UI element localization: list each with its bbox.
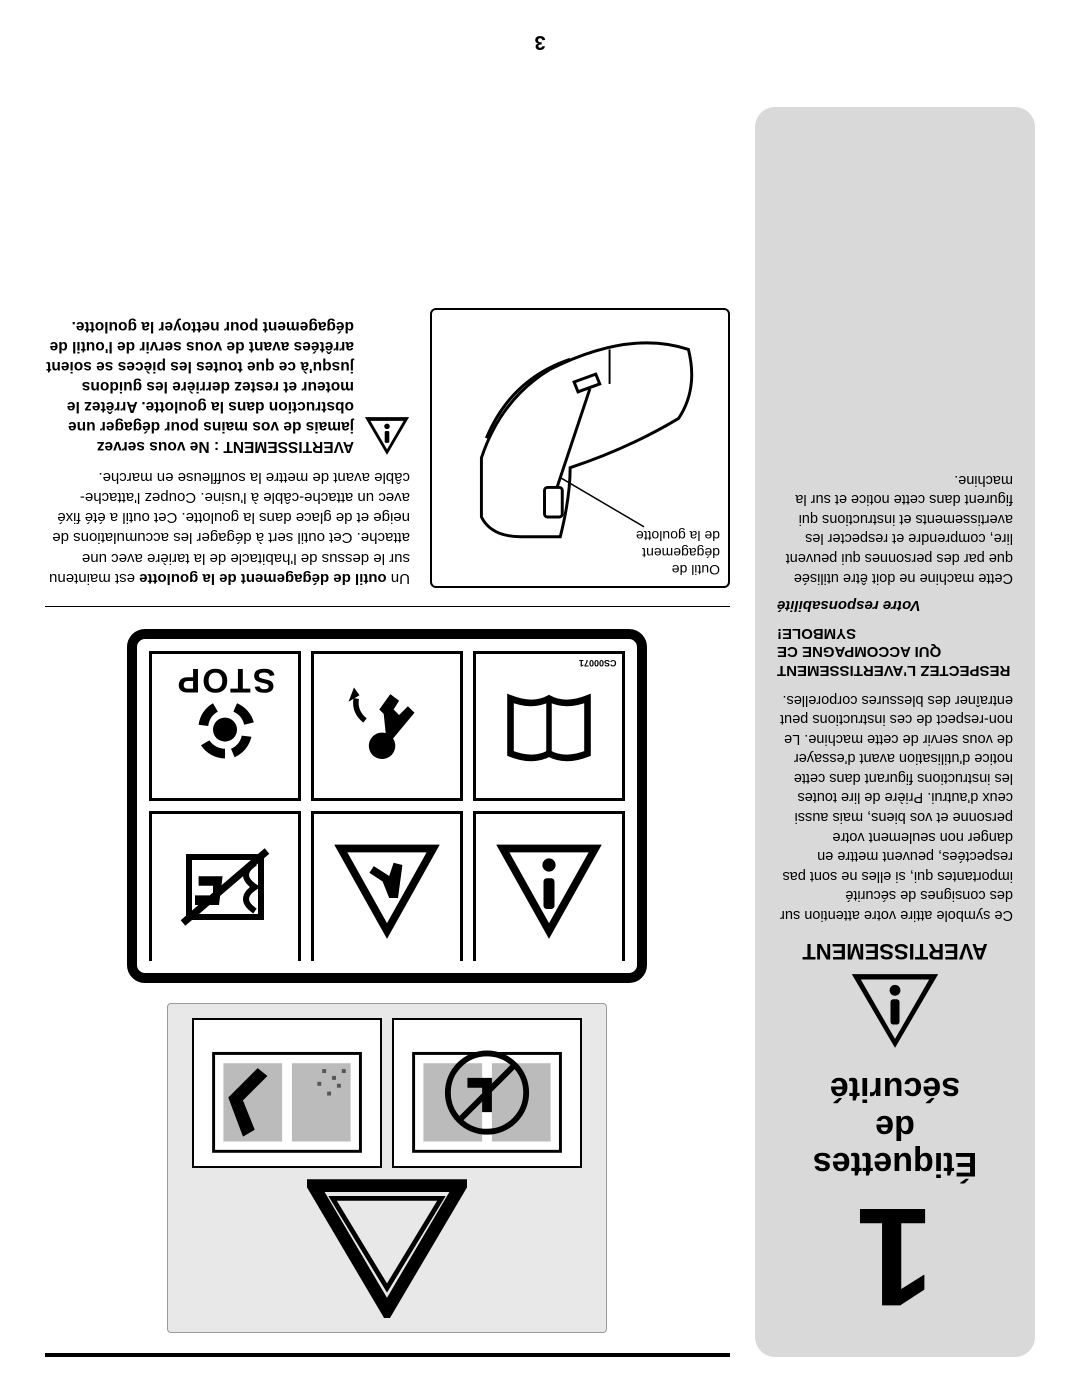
warning-heading: AVERTISSEMENT [777,938,1013,964]
responsibility-heading: Votre responsabilité [777,595,1013,615]
emphasis-caps: RESPECTEZ L'AVERTISSEMENT QUI ACCOMPAGNE… [777,623,1013,679]
warning-triangle-icon [850,972,940,1050]
body-paragraph: Cette machine ne doit être utilisée que … [777,469,1013,586]
page-number: 3 [0,30,1080,53]
warning-triangle-icon [474,811,626,961]
body-text: Un outil de dégagement de la goulotte es… [45,308,410,588]
main-column: CS00071 [45,107,730,1357]
gray-safety-label [168,1003,608,1333]
warning-triangle-outline-icon [308,1178,468,1318]
auger-hand-entangle-icon [150,811,302,961]
bottom-section: Outil de dégagement de la goulotte [45,308,730,588]
read-manual-icon: CS00071 [474,651,626,801]
title-line: de [875,1108,915,1146]
sidebar-body: Ce symbole attire votre attention sur de… [777,469,1013,924]
chute-tool-illustration: Outil de dégagement de la goulotte [430,308,730,588]
part-number: CS00071 [579,658,617,668]
thin-rule [45,606,730,607]
manual-page: 1 Étiquettes de sécurité AVERTISSEMENT C… [45,107,1035,1357]
warning-lead: AVERTISSEMENT : [210,439,354,456]
warning-text: AVERTISSEMENT : Ne vous servez jamais de… [45,316,354,457]
safety-sidebar: 1 Étiquettes de sécurité AVERTISSEMENT C… [755,107,1035,1357]
warning-triangle-icon [364,316,410,457]
key-off-icon [312,651,464,801]
warning-body: Ne vous servez jamais de vos mains pour … [46,318,354,456]
inline-warning: AVERTISSEMENT : Ne vous servez jamais de… [45,316,410,457]
stop-label: STOP [153,660,299,699]
heavy-rule [45,1353,730,1357]
section-title: Étiquettes de sécurité [777,1070,1013,1182]
no-hand-in-chute-icon [393,1018,583,1168]
title-line: Étiquettes [813,1145,977,1183]
illustration-caption: Outil de dégagement de la goulotte [636,528,720,578]
paragraph: Un outil de dégagement de la goulotte es… [45,467,410,589]
title-line: sécurité [830,1070,960,1108]
body-paragraph: Ce symbole attire votre attention sur de… [777,689,1013,924]
stop-rotating-icon: STOP [150,651,302,801]
slip-hazard-icon [312,811,464,961]
section-number: 1 [777,1187,1013,1327]
thrown-object-foot-icon [193,1018,383,1168]
black-safety-label: CS00071 [128,629,648,983]
bold-term: outil de dégagement de la goulotte [139,570,387,587]
